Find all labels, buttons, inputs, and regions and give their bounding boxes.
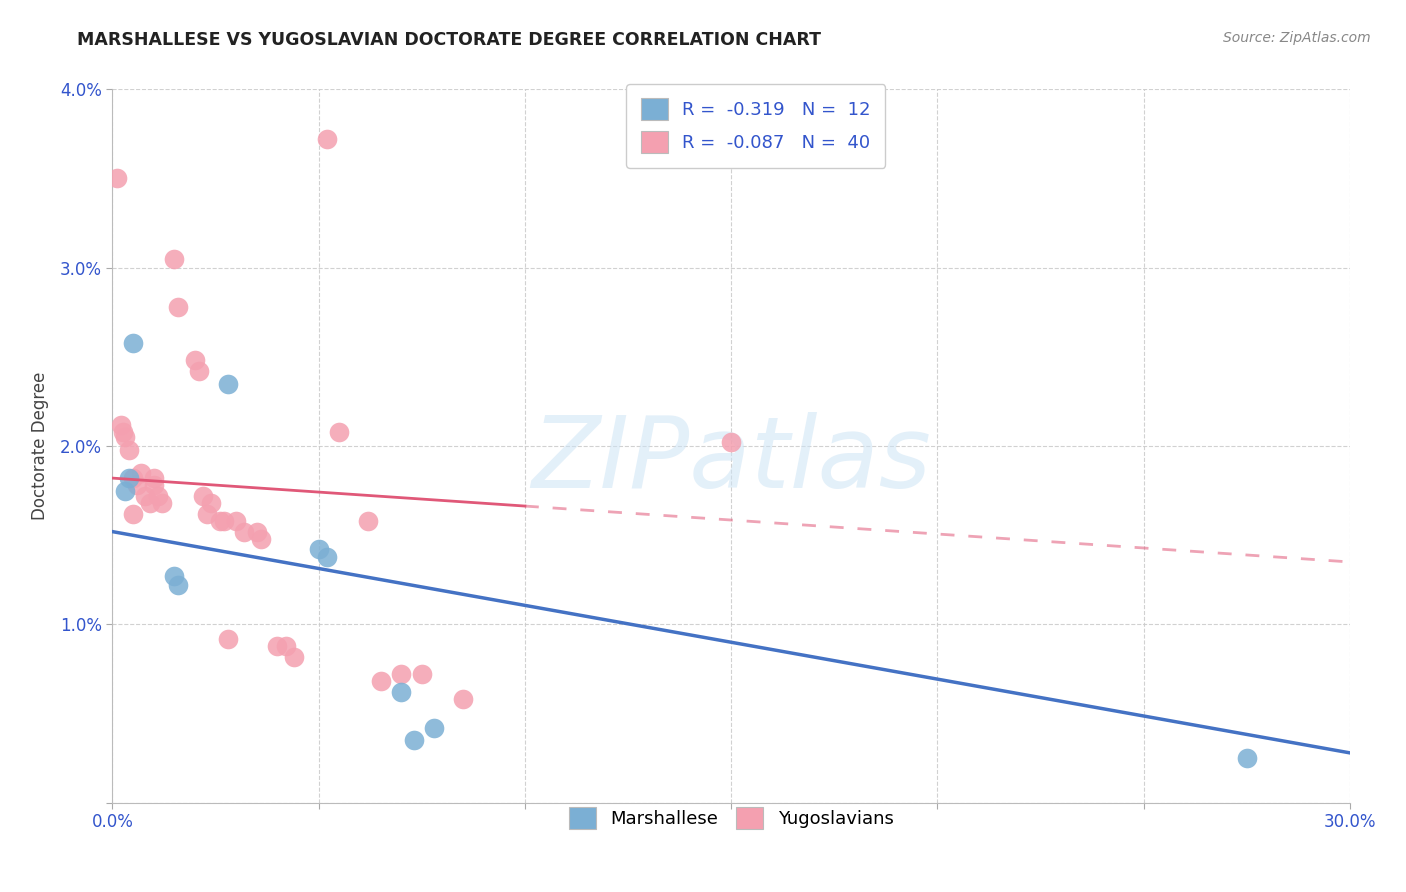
- Point: [266, 639, 288, 653]
- Point: [423, 721, 446, 735]
- Point: [328, 425, 350, 439]
- Point: [142, 471, 165, 485]
- Point: [200, 496, 222, 510]
- Point: [225, 514, 247, 528]
- Point: [122, 471, 145, 485]
- Point: [195, 507, 218, 521]
- Point: [1236, 751, 1258, 765]
- Point: [163, 252, 186, 266]
- Point: [146, 489, 169, 503]
- Point: [316, 549, 339, 564]
- Point: [217, 376, 239, 391]
- Point: [411, 667, 433, 681]
- Point: [127, 478, 149, 492]
- Point: [451, 692, 474, 706]
- Text: Source: ZipAtlas.com: Source: ZipAtlas.com: [1223, 31, 1371, 45]
- Point: [111, 425, 134, 439]
- Point: [274, 639, 297, 653]
- Point: [114, 430, 136, 444]
- Point: [138, 496, 160, 510]
- Point: [212, 514, 235, 528]
- Point: [370, 674, 392, 689]
- Point: [150, 496, 173, 510]
- Point: [316, 132, 339, 146]
- Point: [118, 442, 141, 457]
- Point: [246, 524, 269, 539]
- Point: [105, 171, 128, 186]
- Point: [131, 466, 153, 480]
- Point: [134, 489, 156, 503]
- Point: [208, 514, 231, 528]
- Point: [167, 300, 190, 314]
- Point: [402, 733, 425, 747]
- Point: [163, 569, 186, 583]
- Text: MARSHALLESE VS YUGOSLAVIAN DOCTORATE DEGREE CORRELATION CHART: MARSHALLESE VS YUGOSLAVIAN DOCTORATE DEG…: [77, 31, 821, 49]
- Point: [308, 542, 330, 557]
- Point: [110, 417, 132, 432]
- Point: [122, 335, 145, 350]
- Point: [250, 532, 273, 546]
- Point: [389, 667, 412, 681]
- Point: [283, 649, 305, 664]
- Legend: Marshallese, Yugoslavians: Marshallese, Yugoslavians: [554, 793, 908, 844]
- Point: [184, 353, 207, 368]
- Point: [142, 478, 165, 492]
- Point: [357, 514, 380, 528]
- Point: [118, 471, 141, 485]
- Point: [720, 435, 742, 450]
- Point: [114, 483, 136, 498]
- Point: [233, 524, 256, 539]
- Point: [122, 507, 145, 521]
- Point: [188, 364, 211, 378]
- Point: [167, 578, 190, 592]
- Point: [193, 489, 215, 503]
- Text: ZIPatlas: ZIPatlas: [531, 412, 931, 508]
- Y-axis label: Doctorate Degree: Doctorate Degree: [31, 372, 49, 520]
- Point: [389, 685, 412, 699]
- Point: [217, 632, 239, 646]
